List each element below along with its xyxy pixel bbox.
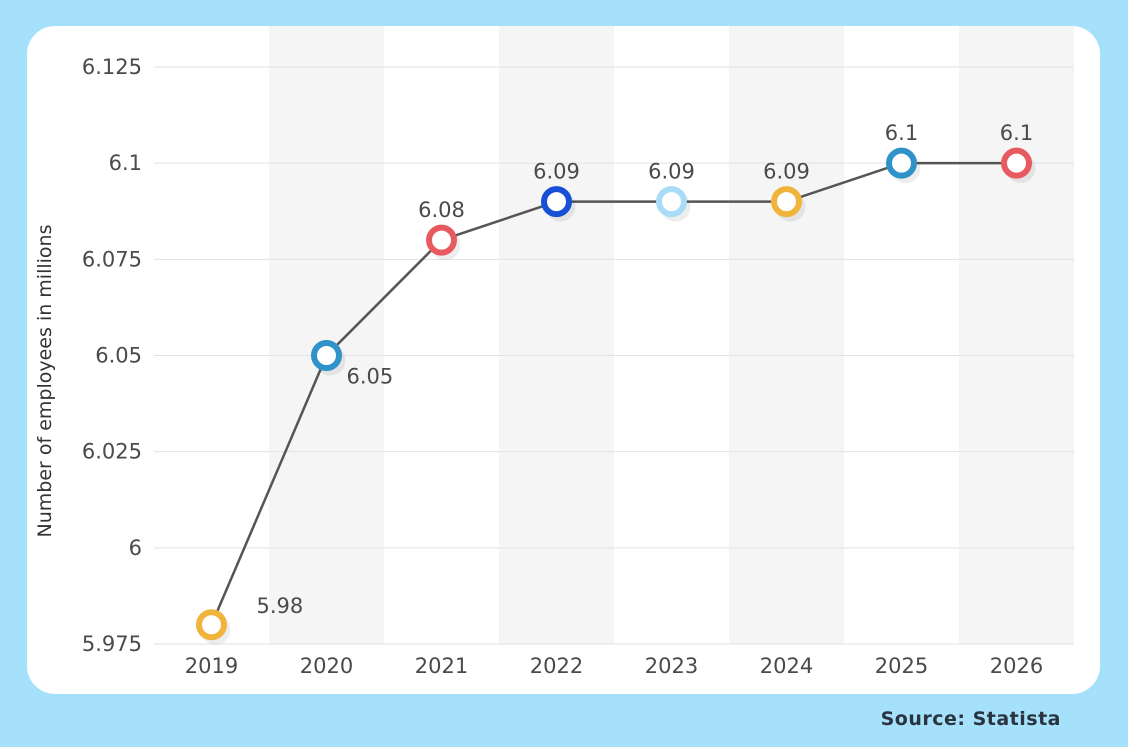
data-point [426,224,457,256]
data-label: 6.1 [1000,121,1033,145]
gridlines [154,66,1074,645]
y-tick-label: 6.025 [82,440,142,464]
data-point [541,186,572,218]
data-label: 6.09 [533,160,580,184]
series-polyline [210,161,1017,626]
x-axis-ticks: 2019 2020 2021 2022 2023 2024 2025 2026 [185,654,1043,678]
y-tick-label: 6.125 [82,55,142,79]
source-note: Source: Statista [880,708,1061,730]
data-label: 6.09 [763,160,810,184]
y-tick-label: 6.05 [95,344,142,368]
data-label: 6.05 [347,365,394,389]
data-label: 6.08 [418,198,465,222]
data-label: 5.98 [257,594,304,618]
column-band [729,26,844,644]
y-tick-label: 6.075 [82,247,142,271]
x-tick-label: 2019 [185,654,238,678]
line-chart: 5.975 6 6.025 6.05 6.075 6.1 6.125 2019 2020 202… [34,26,1074,678]
column-band [499,26,614,644]
data-label: 6.1 [885,121,918,145]
y-tick-label: 6 [129,536,142,560]
x-tick-label: 2022 [530,654,583,678]
x-tick-label: 2021 [415,654,468,678]
x-tick-label: 2024 [760,654,813,678]
data-point [656,186,687,218]
x-tick-label: 2026 [990,654,1043,678]
y-tick-label: 5.975 [82,632,142,656]
column-bands [269,26,1074,644]
data-point [311,340,342,371]
data-point [886,147,917,179]
x-tick-label: 2025 [875,654,928,678]
y-axis-label: Number of employees in millions [34,225,56,538]
data-point [771,186,802,218]
data-point [196,609,227,641]
column-band [269,26,384,644]
chart-card: 5.975 6 6.025 6.05 6.075 6.1 6.125 2019 2020 202… [27,26,1100,694]
series-line [210,161,1017,626]
data-labels: 5.98 6.05 6.08 6.09 6.09 6.09 6.1 6.1 [257,121,1034,618]
x-tick-label: 2023 [645,654,698,678]
data-label: 6.09 [648,160,695,184]
column-band [959,26,1074,644]
x-tick-label: 2020 [300,654,353,678]
data-points [196,147,1036,645]
data-point [1001,147,1032,179]
y-axis-ticks: 5.975 6 6.025 6.05 6.075 6.1 6.125 [82,55,142,656]
y-tick-label: 6.1 [109,151,142,175]
